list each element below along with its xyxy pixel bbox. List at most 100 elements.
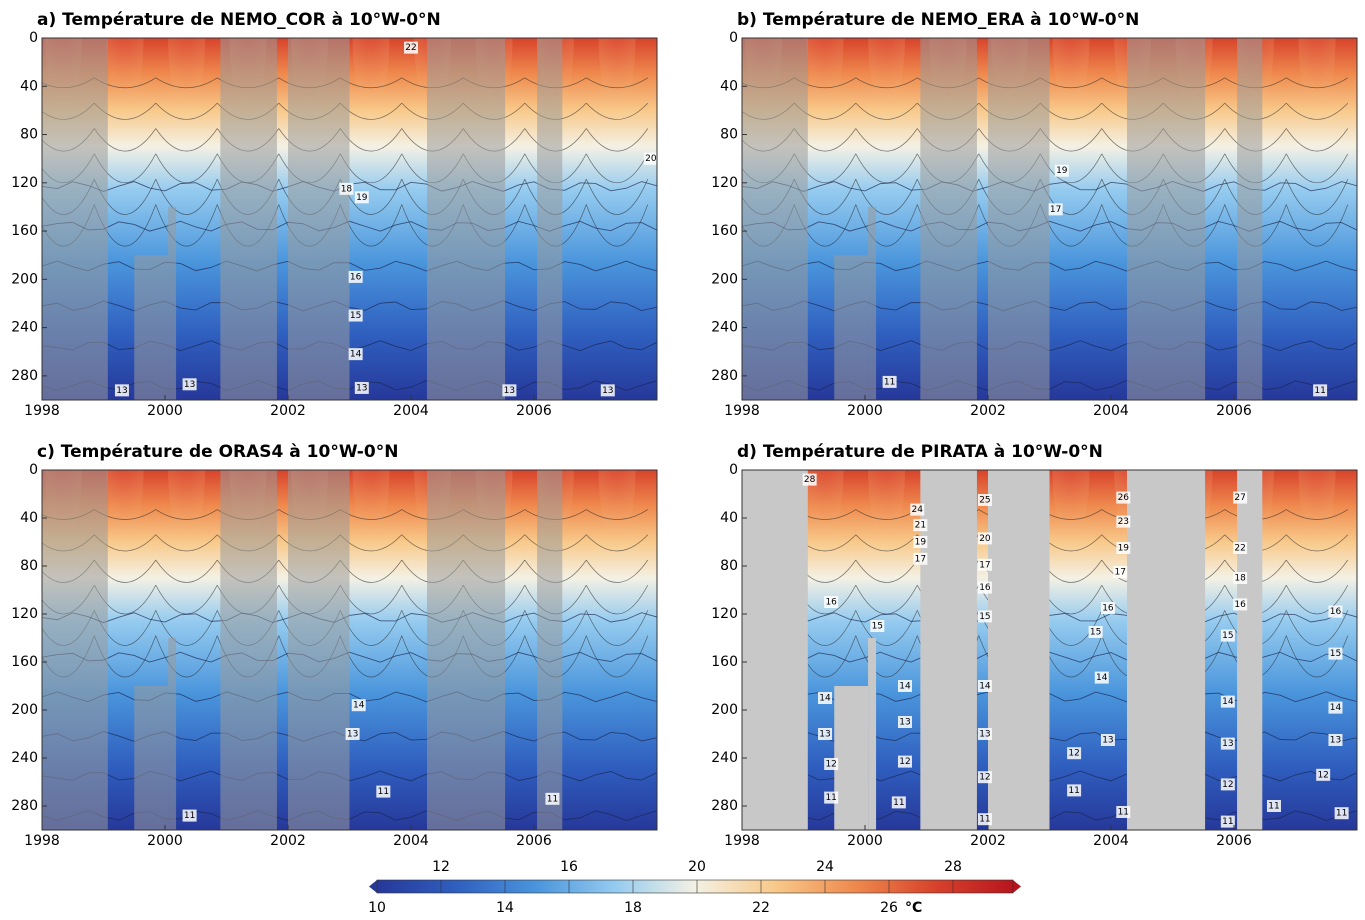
isotherm <box>155 77 218 89</box>
contour-label: 13 <box>356 383 367 393</box>
contour-label-box <box>376 785 391 798</box>
warm-core <box>868 38 905 111</box>
contour-label-box <box>348 270 363 283</box>
colorbar-tick-label: 22 <box>752 900 770 916</box>
contour-label: 11 <box>825 793 836 803</box>
contour-label-box <box>977 532 992 545</box>
isotherm <box>155 204 218 247</box>
contour-label: 17 <box>915 554 926 564</box>
missing-data <box>42 38 108 400</box>
warm-core <box>1298 470 1336 542</box>
y-tick-label: 80 <box>720 127 738 143</box>
contour-label-box <box>1113 566 1128 578</box>
contour-label-box <box>1328 605 1343 618</box>
contour-label-box <box>802 473 817 486</box>
isotherm <box>1285 204 1349 247</box>
contour-label-box <box>1048 203 1063 216</box>
contour-label: 24 <box>912 505 924 515</box>
contour-label-box <box>348 309 363 322</box>
y-tick-label: 120 <box>11 175 38 191</box>
colorbar-tick-label: 28 <box>944 859 962 875</box>
x-tick-label: 2004 <box>1093 403 1129 419</box>
missing-data <box>1237 38 1263 400</box>
isotherm <box>1285 610 1349 646</box>
isotherm <box>1286 534 1349 552</box>
missing-data <box>920 470 977 830</box>
contour-label: 14 <box>353 701 365 711</box>
contour-label: 28 <box>804 475 816 485</box>
missing-data <box>834 255 869 400</box>
contour-label: 14 <box>979 682 991 692</box>
contour-label-box <box>1067 784 1082 797</box>
isotherm <box>585 635 649 678</box>
missing-data <box>288 470 350 830</box>
contour-label-box <box>1100 602 1115 614</box>
contour-label: 15 <box>1222 631 1233 641</box>
panel-title: b) Température de NEMO_ERA à 10°W-0°N <box>737 10 1139 30</box>
y-tick-label: 280 <box>711 368 738 384</box>
missing-data <box>988 38 1050 400</box>
isotherm <box>855 77 918 89</box>
isotherm <box>855 585 918 615</box>
contour-label-box <box>182 809 197 822</box>
contour-label-box <box>913 536 928 548</box>
contour-label-box <box>824 758 839 770</box>
contour-label: 16 <box>350 272 362 282</box>
warm-core <box>806 470 844 542</box>
contour-label-box <box>1220 737 1235 750</box>
isotherm <box>586 102 649 120</box>
isotherm <box>1285 128 1349 152</box>
missing-data <box>426 38 506 400</box>
contour-label: 11 <box>1118 808 1129 818</box>
y-tick-label: 80 <box>720 558 738 574</box>
colorbar-under <box>369 880 377 893</box>
contour-label: 11 <box>1268 802 1279 812</box>
warm-core <box>106 470 144 542</box>
contour-label-box <box>1233 491 1248 504</box>
isotherm <box>855 559 918 583</box>
colorbar-unit: °C <box>905 900 922 916</box>
plot-frame <box>41 469 658 831</box>
contour-label-box <box>1116 542 1131 554</box>
warm-core <box>352 470 390 542</box>
missing-data <box>988 470 1050 830</box>
contour-label: 13 <box>347 730 358 740</box>
contour-label-box <box>1266 800 1281 812</box>
y-tick-label: 40 <box>20 510 38 526</box>
isotherm <box>585 610 649 646</box>
contour-label: 11 <box>893 798 904 808</box>
contour-label: 11 <box>378 787 389 797</box>
x-tick-label: 2000 <box>847 403 883 419</box>
contour-label-box <box>818 692 833 704</box>
y-tick-label: 240 <box>711 320 738 336</box>
colorbar-bar <box>376 879 1014 894</box>
warm-core <box>1052 38 1090 111</box>
contour-label-box <box>870 620 885 632</box>
contour-label-box <box>824 596 839 608</box>
contour-label: 11 <box>884 377 895 387</box>
contour-label: 26 <box>1118 493 1130 503</box>
isotherm <box>1286 509 1348 520</box>
isotherm <box>585 128 649 152</box>
isotherm <box>855 128 918 152</box>
colorbar-tick-label: 26 <box>880 900 898 916</box>
contour-label: 21 <box>915 521 926 531</box>
colorbar: 10 12 14 16 18 20 22 24 26 28 °C <box>368 859 1021 916</box>
panel: d) Température de PIRATA à 10°W-0°N 28 24 2… <box>711 442 1358 849</box>
missing-data <box>537 38 563 400</box>
isotherm <box>155 559 218 583</box>
contour-label-box <box>545 792 560 805</box>
contour-label: 14 <box>1096 673 1108 683</box>
y-tick-label: 280 <box>11 798 38 814</box>
contour-label: 16 <box>825 598 837 608</box>
x-tick-label: 1998 <box>24 833 60 849</box>
y-tick-label: 280 <box>711 798 738 814</box>
contour-label-box <box>897 680 912 692</box>
contour-label: 11 <box>547 794 558 804</box>
isotherm <box>855 179 918 215</box>
x-tick-label: 2006 <box>1216 833 1252 849</box>
y-tick-label: 160 <box>11 654 38 670</box>
contour-label-box <box>351 699 366 712</box>
colorbar-tick-label: 24 <box>816 859 834 875</box>
